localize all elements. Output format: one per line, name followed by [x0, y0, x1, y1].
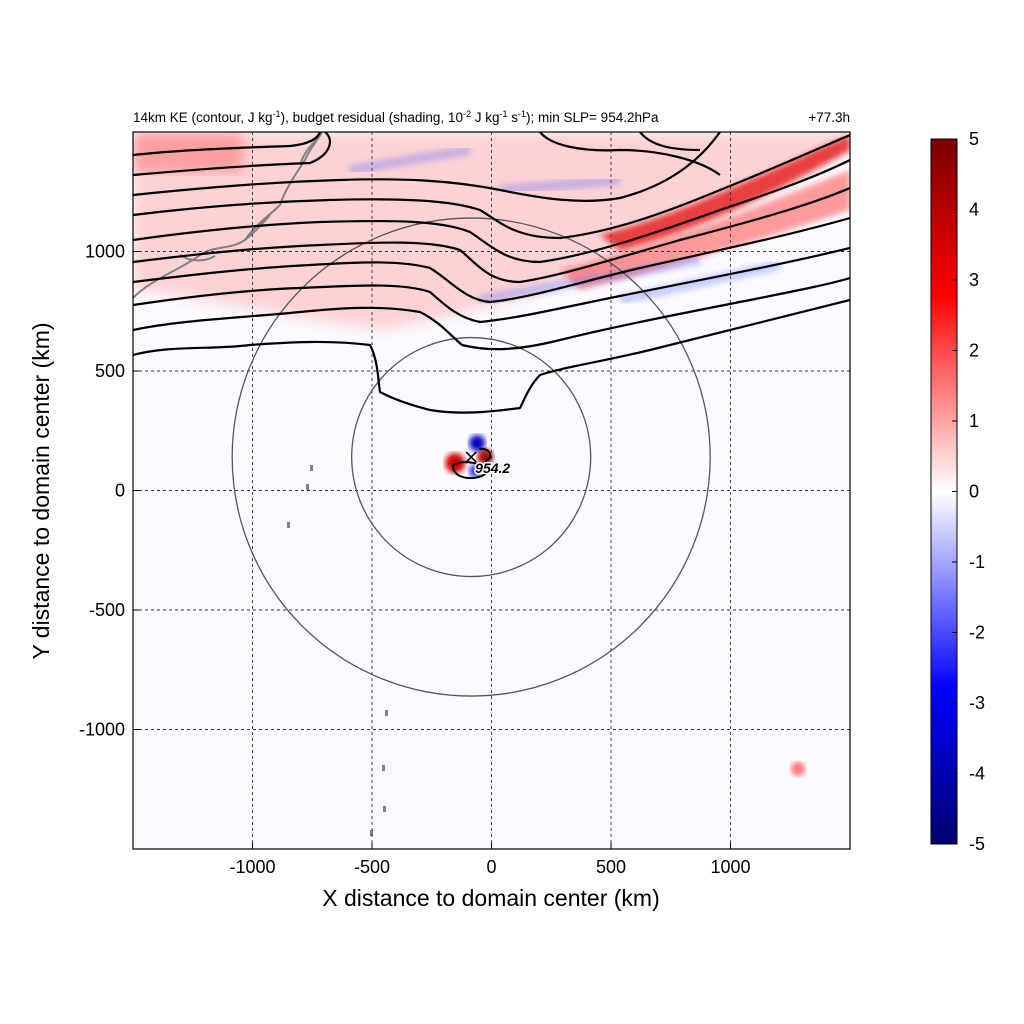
ke-contour-line — [539, 132, 721, 176]
ke-contour-line — [133, 159, 850, 264]
colorbar-tick-label: -1 — [969, 552, 985, 572]
range-circle — [351, 336, 592, 578]
shading-nw-patch — [133, 132, 243, 172]
coastline-segment — [244, 214, 271, 241]
y-tick-label: -1000 — [79, 720, 125, 740]
colorbar-ticks: -5 -4 -3 -2 -1 0 1 2 3 4 5 — [952, 129, 985, 854]
ke-contour-line — [639, 132, 701, 152]
range-circles — [231, 217, 711, 697]
colorbar-tick-label: 4 — [969, 200, 979, 220]
shading-se-patch — [791, 762, 805, 776]
shading-core-negative — [469, 435, 486, 452]
x-tick-label: 500 — [596, 857, 626, 877]
ke-contour-line — [133, 216, 850, 304]
y-tick-label: -500 — [89, 600, 125, 620]
ke-contour-line — [133, 133, 850, 240]
ke-contour-line — [133, 132, 332, 177]
ke-contours — [133, 132, 850, 480]
x-tick-label: -1000 — [229, 857, 275, 877]
plot-area: 954.2 — [133, 132, 850, 849]
x-tick-label: 1000 — [710, 857, 750, 877]
shading-ne-band — [560, 170, 850, 290]
colorbar-tick-label: 2 — [969, 341, 979, 361]
island — [385, 710, 388, 716]
island — [287, 522, 290, 528]
storm-center: 954.2 — [465, 451, 512, 478]
y-tick-label: 1000 — [85, 242, 125, 262]
colorbar-tick-label: 5 — [969, 129, 979, 149]
storm-center-marker — [465, 451, 477, 463]
range-circle — [231, 217, 711, 697]
island — [306, 484, 309, 490]
x-axis-title: X distance to domain center (km) — [322, 885, 659, 911]
ke-contour-line — [133, 298, 850, 414]
y-tick-label: 0 — [115, 481, 125, 501]
shading-negative-streak — [499, 175, 621, 195]
colorbar: -5 -4 -3 -2 -1 0 1 2 3 4 5 — [930, 129, 985, 854]
x-tick-label: 0 — [486, 857, 496, 877]
colorbar-tick-label: -5 — [969, 834, 985, 854]
shading-ne-maximum — [600, 135, 850, 250]
ke-contour-line — [133, 132, 322, 157]
y-tick-label: 500 — [95, 361, 125, 381]
min-slp-label: 954.2 — [475, 460, 510, 476]
x-tick-label: -500 — [354, 857, 390, 877]
island — [370, 830, 373, 836]
colorbar-tick-label: 0 — [969, 482, 979, 502]
colorbar-tick-label: -4 — [969, 764, 985, 784]
ke-contour-core — [452, 461, 491, 480]
ke-contour-line — [133, 246, 850, 324]
colorbar-tick-label: 3 — [969, 270, 979, 290]
ke-contour-core-2 — [478, 447, 492, 462]
island — [383, 806, 386, 812]
y-axis-title: Y distance to domain center (km) — [28, 322, 54, 659]
ke-contour-line — [133, 276, 850, 351]
forecast-hour-label: +77.3h — [808, 110, 850, 125]
island — [310, 465, 313, 471]
colorbar-tick-label: 1 — [969, 411, 979, 431]
shading-negative-streak — [349, 145, 471, 175]
colorbar-tick-label: -3 — [969, 693, 985, 713]
y-axis-ticks: -1000 -500 0 500 1000 — [79, 242, 139, 740]
island — [382, 765, 385, 771]
ke-contour-line — [133, 186, 850, 284]
x-axis-ticks: -1000 -500 0 500 1000 — [229, 843, 751, 877]
coastline-segment — [299, 137, 319, 166]
chart-title: 14km KE (contour, J kg-1), budget residu… — [133, 109, 659, 125]
ke-contour-line — [133, 132, 721, 202]
shading-core-negative-2 — [469, 465, 482, 478]
colorbar-tick-label: -2 — [969, 623, 985, 643]
